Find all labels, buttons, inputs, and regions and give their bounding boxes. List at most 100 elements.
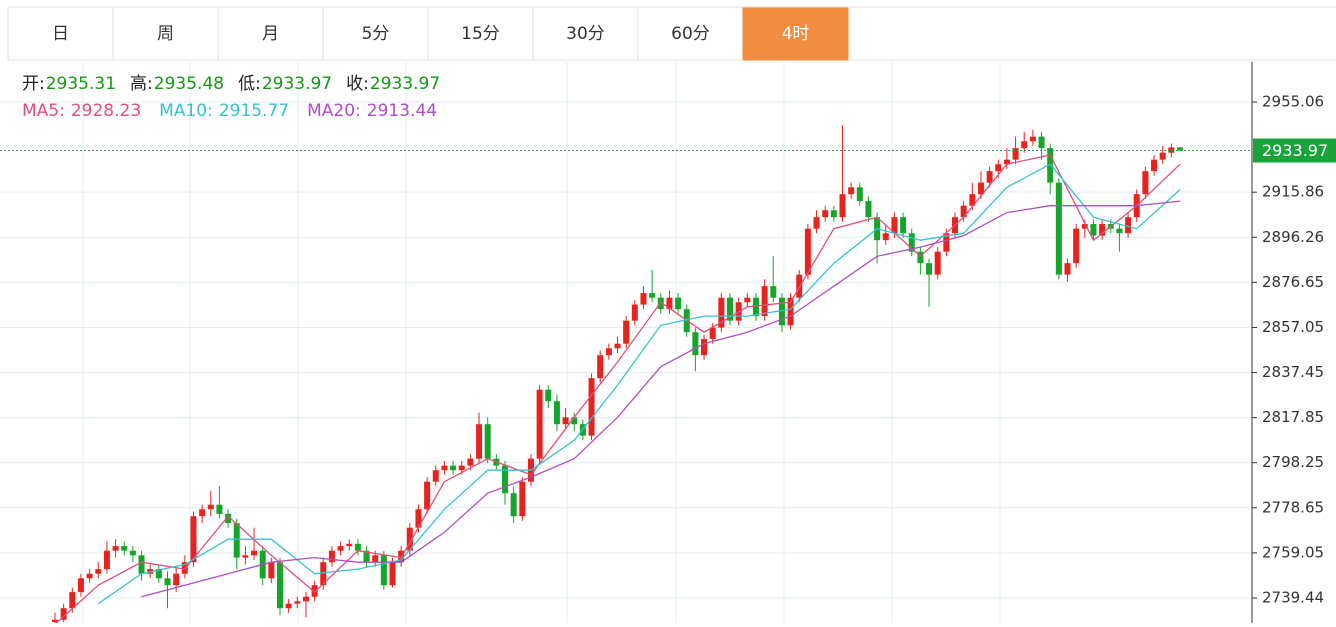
- tab[interactable]: [637, 6, 744, 61]
- candle-body: [770, 286, 777, 298]
- candle-body: [190, 516, 197, 563]
- candle-body: [865, 201, 872, 218]
- candle-body: [484, 424, 491, 459]
- candle-body: [926, 263, 933, 275]
- tab-label[interactable]: 15分: [461, 24, 500, 44]
- candle-body: [277, 562, 283, 609]
- candle-body: [822, 210, 829, 218]
- candle-body: [614, 343, 621, 349]
- candle-body: [597, 355, 604, 379]
- legend-value: 2913.44: [367, 101, 437, 121]
- tab-label[interactable]: 30分: [566, 24, 605, 44]
- y-tick-label: 2915.86: [1262, 183, 1324, 201]
- info-value: 2935.31: [46, 74, 116, 94]
- tab-label[interactable]: 60分: [671, 24, 710, 44]
- candle-body: [752, 297, 759, 317]
- candle-body: [380, 555, 387, 586]
- tab[interactable]: [217, 6, 324, 61]
- candle-body: [95, 569, 102, 574]
- candle-body: [960, 205, 967, 218]
- tab[interactable]: [427, 6, 534, 61]
- candle-body: [1168, 147, 1175, 153]
- candle-body: [1125, 217, 1132, 234]
- candle-body: [1116, 228, 1123, 234]
- candle-body: [796, 274, 803, 298]
- candle-body: [242, 555, 249, 558]
- candle-body: [830, 210, 837, 218]
- candle-body: [510, 493, 517, 517]
- candle-body: [727, 297, 733, 321]
- candle-body: [406, 527, 413, 551]
- candle-body: [744, 297, 751, 303]
- candle-body: [450, 465, 457, 471]
- candle-body: [225, 513, 232, 524]
- candle-body: [856, 187, 863, 202]
- candle-body: [848, 187, 855, 195]
- tab[interactable]: [742, 6, 849, 61]
- candle-body: [389, 562, 396, 586]
- tab-label[interactable]: 月: [262, 24, 279, 44]
- candle-body: [476, 424, 483, 459]
- y-axis-labels: 2955.06 2915.86 2896.26 2876.65 2857.05 2837.…: [1252, 93, 1336, 606]
- candle-body: [969, 194, 976, 206]
- y-tick-label: 2778.65: [1262, 498, 1324, 516]
- candle-body: [432, 470, 439, 482]
- candle-body: [917, 251, 924, 264]
- candle-body: [372, 555, 379, 563]
- legend-label: MA10:: [159, 101, 213, 121]
- legend-value: 2928.23: [71, 101, 141, 121]
- tab-label[interactable]: 4时: [782, 24, 810, 44]
- y-tick-label: 2955.06: [1262, 93, 1324, 111]
- legend-value: 2915.77: [219, 101, 289, 121]
- candle-body: [346, 543, 353, 547]
- candle-body: [977, 182, 984, 195]
- candle-body: [900, 217, 907, 234]
- candle-body: [1055, 182, 1062, 275]
- info-value: 2935.48: [154, 74, 224, 94]
- candle-body: [173, 573, 180, 586]
- candle-body: [605, 348, 612, 356]
- candle-body: [1047, 148, 1054, 183]
- current-price-box: [1253, 138, 1336, 163]
- candle-body: [839, 194, 846, 218]
- candle-body: [467, 458, 474, 466]
- tab[interactable]: [322, 6, 429, 61]
- candle-body: [199, 509, 206, 517]
- candle-body: [649, 293, 656, 298]
- candle-body: [424, 481, 431, 510]
- tab-label[interactable]: 5分: [362, 24, 390, 44]
- candle-body: [337, 546, 344, 551]
- y-tick-label: 2817.85: [1262, 408, 1324, 426]
- candle-body: [1081, 224, 1088, 229]
- candle-body: [934, 251, 941, 275]
- tab-label[interactable]: 周: [157, 24, 174, 44]
- candle-body: [701, 339, 708, 356]
- candle-body: [675, 297, 682, 310]
- candle-body: [536, 389, 543, 459]
- candle-body: [1090, 224, 1097, 236]
- candle-body: [268, 562, 275, 579]
- ma-line: [55, 154, 1181, 623]
- candle-body: [640, 293, 647, 305]
- candle-body: [121, 546, 128, 551]
- info-label: 高:: [130, 74, 153, 94]
- tab-bar: 日 周 月 5分 15分 30分 60分 4时: [7, 6, 1336, 61]
- y-tick-label: 2876.65: [1262, 273, 1324, 291]
- legend-label: MA5:: [22, 101, 65, 121]
- candle-body: [285, 603, 292, 609]
- candle-body: [103, 550, 110, 570]
- y-tick-label: 2837.45: [1262, 363, 1324, 381]
- tab-label[interactable]: 日: [52, 24, 69, 44]
- candle-body: [813, 217, 820, 229]
- candle-body: [129, 550, 136, 556]
- tab[interactable]: [532, 6, 639, 61]
- candle-body: [943, 233, 950, 252]
- candle-body: [302, 596, 309, 602]
- info-label: 收:: [346, 74, 369, 94]
- ma-line: [141, 200, 1181, 598]
- candle-body: [1177, 147, 1183, 151]
- current-price-label: 2933.97: [1262, 141, 1328, 160]
- candle-body: [891, 217, 898, 234]
